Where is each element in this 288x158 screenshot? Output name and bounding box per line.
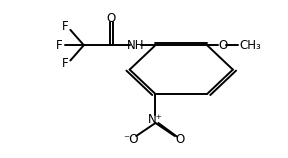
- Text: ⁻O: ⁻O: [123, 133, 139, 146]
- Text: F: F: [56, 39, 63, 52]
- Text: O: O: [218, 39, 228, 52]
- Text: NH: NH: [127, 39, 144, 52]
- Text: F: F: [62, 58, 69, 70]
- Text: CH₃: CH₃: [239, 39, 261, 52]
- Text: N⁺: N⁺: [148, 112, 163, 126]
- Text: F: F: [62, 20, 69, 33]
- Text: O: O: [107, 12, 116, 25]
- Text: O: O: [175, 133, 184, 146]
